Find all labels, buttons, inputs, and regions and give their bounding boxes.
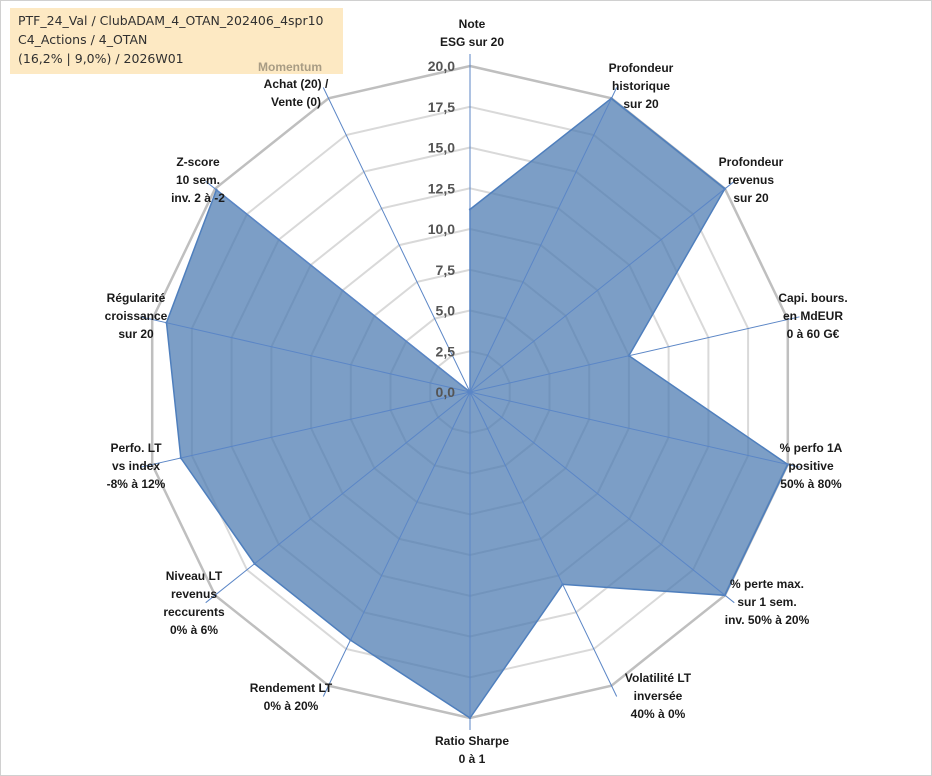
axis-label-3-line-3: sur 20: [733, 191, 769, 205]
tick-label-8: 20,0: [428, 58, 455, 74]
axis-label-8-line-2: 0 à 1: [459, 752, 486, 766]
spoke-2: [469, 87, 618, 393]
axis-label-5-line-2: positive: [788, 459, 834, 473]
spoke-4: [469, 316, 800, 393]
tick-label-2: 5,0: [436, 303, 456, 319]
axis-label-11: Perfo. LT vs index -8% à 12%: [107, 441, 166, 491]
spoke-5: [469, 391, 800, 468]
axis-label-6: % perte max. sur 1 sem. inv. 50% à 20%: [725, 577, 810, 627]
axis-label-4: Capi. bours. en MdEUR 0 à 60 G€: [778, 291, 847, 341]
axis-label-10-line-1: Niveau LT: [166, 569, 223, 583]
portfolio-name: PTF_24_Val / ClubADAM_4_OTAN_202406_4spr…: [18, 13, 324, 28]
axis-label-2-line-1: Profondeur: [609, 61, 674, 75]
axis-label-13-line-2: 10 sem.: [176, 173, 220, 187]
axis-label-1: Note ESG sur 20: [440, 17, 504, 49]
axis-label-10-line-4: 0% à 6%: [170, 623, 218, 637]
axis-label-11-line-1: Perfo. LT: [110, 441, 162, 455]
tick-label-1: 2,5: [436, 343, 456, 359]
spoke-3: [469, 180, 735, 393]
axis-label-9-line-2: 0% à 20%: [264, 699, 319, 713]
axis-label-1-line-1: Note: [459, 17, 486, 31]
spoke-11: [140, 391, 471, 468]
axis-label-7: Volatilité LT inversée 40% à 0%: [625, 671, 692, 721]
axis-label-9-line-1: Rendement LT: [250, 681, 333, 695]
axis-label-2-line-3: sur 20: [623, 97, 659, 111]
axis-label-6-line-1: % perte max.: [730, 577, 804, 591]
tick-label-6: 15,0: [428, 140, 455, 156]
axis-label-13-line-3: inv. 2 à -2: [171, 191, 225, 205]
axis-label-11-line-2: vs index: [112, 459, 160, 473]
spoke-9: [322, 391, 471, 697]
axis-label-12-line-1: Régularité: [107, 291, 166, 305]
axis-label-10: Niveau LT revenus reccurents 0% à 6%: [163, 569, 225, 637]
tick-label-4: 10,0: [428, 221, 455, 237]
tick-label-3: 7,5: [436, 262, 456, 278]
tick-label-0: 0,0: [436, 384, 456, 400]
spoke-7: [469, 391, 618, 697]
axis-label-8-line-1: Ratio Sharpe: [435, 734, 509, 748]
axis-label-8: Ratio Sharpe 0 à 1: [435, 734, 509, 766]
axis-label-10-line-3: reccurents: [163, 605, 225, 619]
axis-label-7-line-2: inversée: [634, 689, 683, 703]
axis-label-6-line-2: sur 1 sem.: [737, 595, 796, 609]
axis-label-9: Rendement LT 0% à 20%: [250, 681, 333, 713]
portfolio-info-box: PTF_24_Val / ClubADAM_4_OTAN_202406_4spr…: [10, 8, 343, 74]
portfolio-stats: (16,2% | 9,0%) / 2026W01: [18, 51, 184, 66]
axis-label-3-line-2: revenus: [728, 173, 774, 187]
spoke-12: [140, 316, 471, 393]
axis-label-4-line-1: Capi. bours.: [778, 291, 847, 305]
axis-label-3-line-1: Profondeur: [719, 155, 784, 169]
tick-label-5: 12,5: [428, 180, 455, 196]
axis-label-14-line-1: Achat (20) /: [264, 77, 329, 91]
spoke-10: [205, 391, 471, 604]
axis-label-5-line-1: % perfo 1A: [780, 441, 843, 455]
axis-label-1-line-2: ESG sur 20: [440, 35, 504, 49]
momentum-label: Momentum: [258, 60, 322, 74]
axis-label-4-line-2: en MdEUR: [783, 309, 843, 323]
axis-label-10-line-2: revenus: [171, 587, 217, 601]
axis-label-6-line-3: inv. 50% à 20%: [725, 613, 810, 627]
axis-label-12-line-3: sur 20: [118, 327, 154, 341]
axis-label-7-line-3: 40% à 0%: [631, 707, 686, 721]
tick-label-7: 17,5: [428, 99, 455, 115]
axis-label-11-line-3: -8% à 12%: [107, 477, 166, 491]
spoke-6: [469, 391, 735, 604]
axis-label-12: Régularité croissance sur 20: [105, 291, 168, 341]
axis-label-14: Achat (20) / Vente (0): [264, 77, 329, 109]
axis-label-5: % perfo 1A positive 50% à 80%: [780, 441, 843, 491]
portfolio-category: C4_Actions / 4_OTAN: [18, 32, 148, 47]
axis-label-12-line-2: croissance: [105, 309, 168, 323]
axis-label-14-line-2: Vente (0): [271, 95, 321, 109]
axis-label-13: Z-score 10 sem. inv. 2 à -2: [171, 155, 225, 205]
series-area-portefeuille: [165, 97, 789, 720]
spoke-13: [205, 180, 471, 393]
spoke-14: [322, 87, 471, 393]
axis-label-2-line-2: historique: [612, 79, 670, 93]
axis-label-4-line-3: 0 à 60 G€: [787, 327, 840, 341]
axis-label-13-line-1: Z-score: [176, 155, 220, 169]
axis-label-3: Profondeur revenus sur 20: [719, 155, 784, 205]
axis-label-5-line-3: 50% à 80%: [780, 477, 842, 491]
axis-label-2: Profondeur historique sur 20: [609, 61, 674, 111]
axis-label-7-line-1: Volatilité LT: [625, 671, 692, 685]
